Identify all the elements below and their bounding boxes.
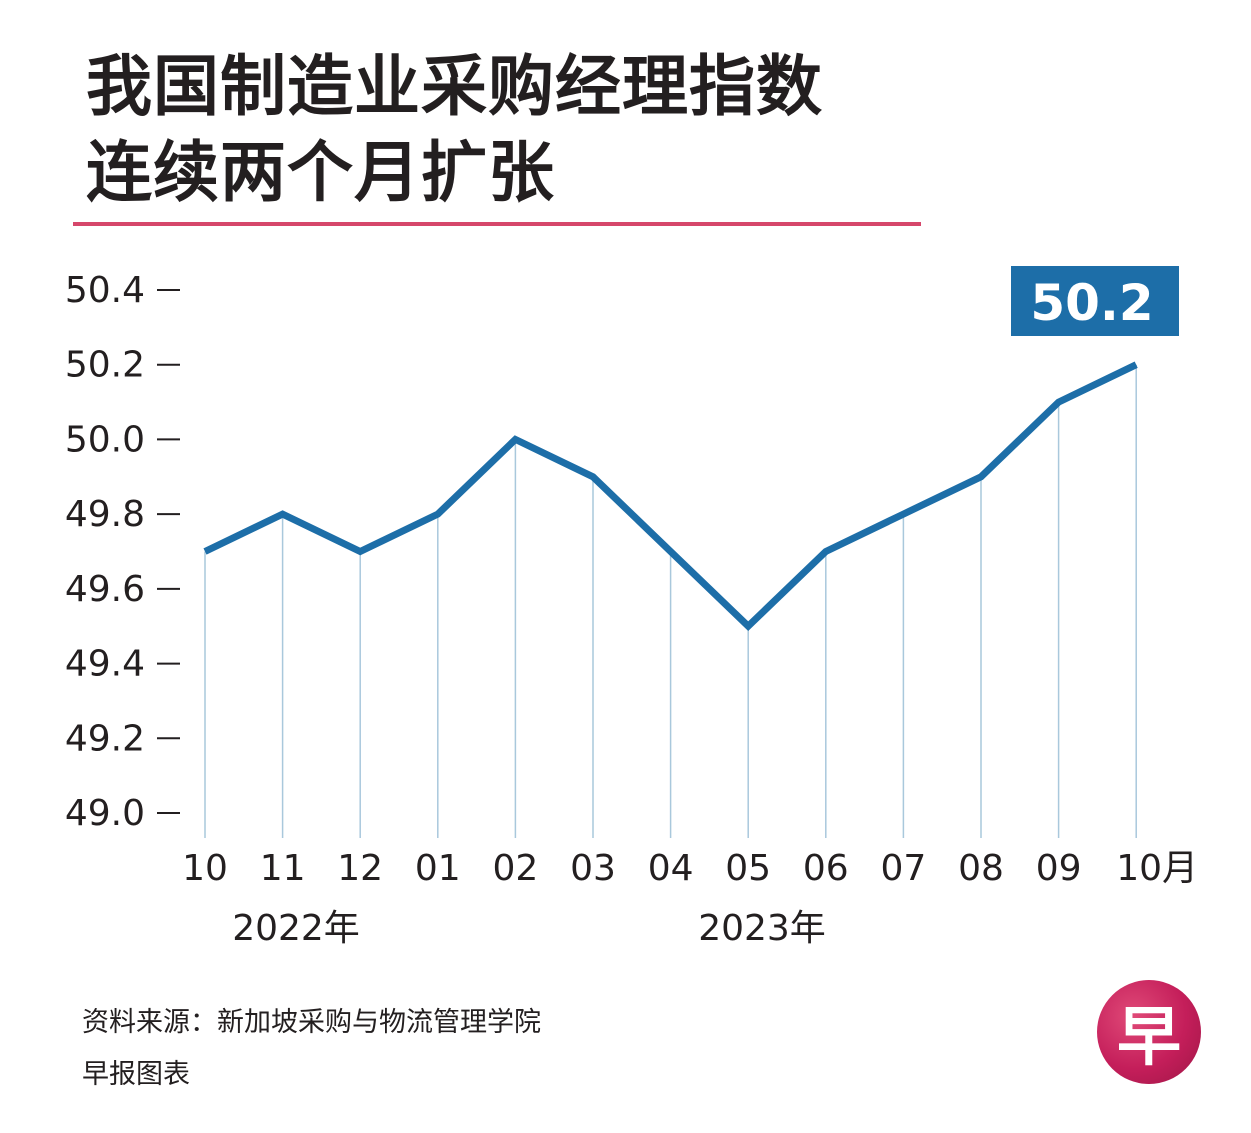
x-tick-label: 12 [337, 848, 383, 889]
value-callout-text: 50.2 [1030, 274, 1153, 332]
year-label-2023: 2023年 [698, 908, 826, 949]
y-tick-label: 49.0 [65, 793, 145, 834]
y-tick-label: 50.2 [65, 345, 145, 386]
x-tick-label: 07 [880, 848, 926, 889]
x-tick-label: 02 [492, 848, 538, 889]
y-tick-label: 49.8 [65, 494, 145, 535]
y-tick-label: 49.4 [65, 644, 145, 685]
title-line-1: 我国制造业采购经理指数 [86, 48, 823, 125]
chart-title: 我国制造业采购经理指数 连续两个月扩张 [86, 44, 946, 216]
value-callout-box [1011, 266, 1179, 336]
x-axis: 10 11 12 01 02 03 04 05 06 07 08 09 10月 … [182, 848, 1198, 949]
x-tick-label: 06 [803, 848, 849, 889]
x-tick-label: 05 [725, 848, 771, 889]
x-tick-label: 04 [648, 848, 694, 889]
year-label-2022: 2022年 [232, 908, 360, 949]
x-tick-label: 11 [260, 848, 306, 889]
y-axis: 50.4 50.2 50.0 49.8 49.6 49.4 49.2 49.0 [65, 270, 145, 834]
title-line-2: 连续两个月扩张 [86, 134, 555, 211]
source-note: 资料来源：新加坡采购与物流管理学院 [82, 1007, 541, 1038]
y-tick-label: 50.0 [65, 419, 145, 460]
y-tick-label: 49.6 [65, 569, 145, 610]
y-tick-label: 50.4 [65, 270, 145, 311]
title-divider [73, 222, 921, 226]
x-tick-label: 01 [415, 848, 461, 889]
x-tick-label: 09 [1036, 848, 1082, 889]
pmi-series-line [203, 361, 1138, 632]
x-tick-label: 10月 [1116, 848, 1198, 889]
drop-lines [204, 364, 1137, 838]
value-callout: 50.2 [1011, 266, 1179, 336]
x-tick-label: 08 [958, 848, 1004, 889]
x-tick-label: 10 [182, 848, 228, 889]
x-tick-label: 03 [570, 848, 616, 889]
credit-note: 早报图表 [82, 1059, 190, 1090]
zaobao-logo-icon: 早 [1097, 980, 1201, 1084]
y-tick-label: 49.2 [65, 718, 145, 759]
y-tick-marks [157, 289, 180, 814]
